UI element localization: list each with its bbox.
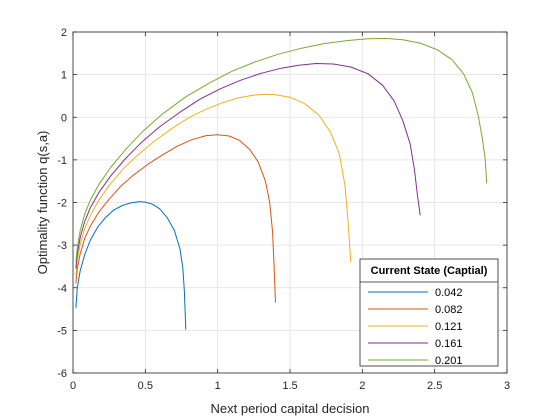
legend-box bbox=[359, 258, 499, 367]
y-tick-label: 0 bbox=[61, 112, 67, 124]
y-tick-label: -2 bbox=[57, 198, 67, 210]
y-axis-label: Optimality function q(s,a) bbox=[35, 131, 50, 275]
series-line-1 bbox=[75, 201, 187, 330]
x-tick-label: 1.5 bbox=[282, 380, 297, 392]
y-tick-label: -3 bbox=[57, 240, 67, 252]
ticks bbox=[72, 31, 508, 374]
series-line-3 bbox=[75, 93, 352, 276]
x-tick-label: 0.5 bbox=[138, 380, 153, 392]
legend-items: 0.042 0.082 0.121 0.161 0.201 bbox=[368, 287, 463, 367]
series-line-2 bbox=[75, 134, 276, 303]
y-tick-label: 1 bbox=[61, 70, 67, 82]
legend-title: Current State (Captial) bbox=[371, 265, 488, 277]
tick-labels: 0 0.5 1 1.5 2 2.5 3 -6 -5 -4 -3 -2 -1 0 1 2 bbox=[57, 27, 510, 392]
x-axis-label: Next period capital decision bbox=[211, 401, 370, 416]
legend: Current State (Captial) 0.0420.0820.1210… bbox=[359, 258, 499, 367]
x-tick-label: 2.5 bbox=[427, 380, 442, 392]
x-tick-label: 0 bbox=[70, 380, 76, 392]
series-line-5 bbox=[75, 37, 488, 263]
legend-label-2: 0.082 bbox=[435, 304, 463, 316]
y-tick-label: 2 bbox=[61, 27, 67, 39]
x-tick-label: 3 bbox=[504, 380, 510, 392]
series-layer bbox=[75, 37, 488, 330]
legend-label-5: 0.201 bbox=[435, 355, 463, 367]
y-tick-label: -1 bbox=[57, 155, 67, 167]
series-line-4 bbox=[75, 63, 421, 269]
legend-label-4: 0.161 bbox=[435, 338, 463, 350]
legend-label-3: 0.121 bbox=[435, 321, 463, 333]
legend-label-1: 0.042 bbox=[435, 287, 463, 299]
y-tick-label: -6 bbox=[57, 368, 67, 380]
x-tick-label: 1 bbox=[215, 380, 221, 392]
y-tick-label: -4 bbox=[57, 283, 67, 295]
x-tick-label: 2 bbox=[359, 380, 365, 392]
y-tick-label: -5 bbox=[57, 325, 67, 337]
